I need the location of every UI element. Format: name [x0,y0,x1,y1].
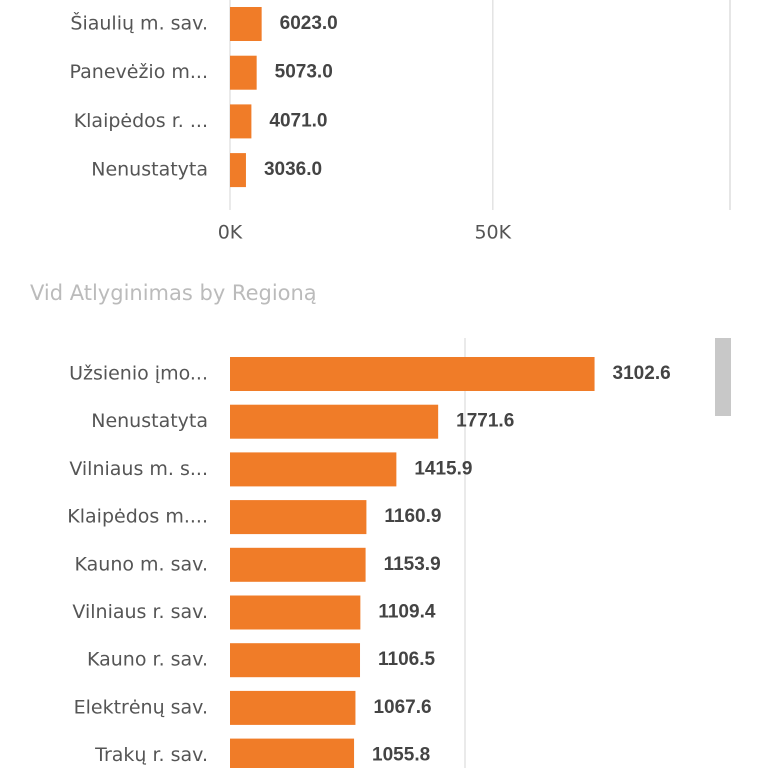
value-label: 6023.0 [280,13,338,34]
value-label: 1771.6 [456,411,514,432]
bar [230,643,361,678]
bar [230,595,361,630]
bar [230,738,355,768]
category-label: Vilniaus m. s... [69,458,208,480]
bar [230,153,246,188]
bar [230,404,439,439]
value-label: 3036.0 [264,159,322,180]
value-label: 1153.9 [384,554,441,575]
bar [230,55,257,90]
category-label: Vilniaus r. sav. [72,601,208,623]
bar [230,500,367,535]
category-label: Šiaulių m. sav. [70,11,208,35]
value-label: 3102.6 [613,363,671,384]
scrollbar-thumb[interactable] [715,338,731,416]
value-label: 1160.9 [384,506,441,527]
category-label: Nenustatyta [91,159,208,181]
bar [230,452,397,487]
value-label: 4071.0 [269,110,327,131]
value-label: 1415.9 [414,458,472,479]
value-label: 1055.8 [372,745,430,766]
x-tick-label: 0K [218,222,243,244]
category-label: Klaipėdos m.... [67,506,208,528]
category-label: Klaipėdos r. ... [74,110,208,132]
category-label: Kauno m. sav. [75,553,208,575]
value-label: 1109.4 [378,602,435,623]
value-label: 1106.5 [378,649,435,670]
bar [230,690,356,725]
bar [230,357,595,391]
chart-title: Vid Atlyginimas by Regioną [30,281,317,305]
bar [230,7,262,41]
category-label: Elektrėnų sav. [74,696,208,718]
bar [230,104,252,139]
category-label: Nenustatyta [91,410,208,432]
category-label: Užsienio įmo... [69,363,208,385]
category-label: Panevėžio m... [70,61,208,83]
x-tick-label: 50K [474,222,511,244]
value-label: 5073.0 [275,62,333,83]
value-label: 1067.6 [373,697,431,718]
category-label: Trakų r. sav. [94,744,208,766]
bar [230,547,366,582]
category-label: Kauno r. sav. [87,649,208,671]
